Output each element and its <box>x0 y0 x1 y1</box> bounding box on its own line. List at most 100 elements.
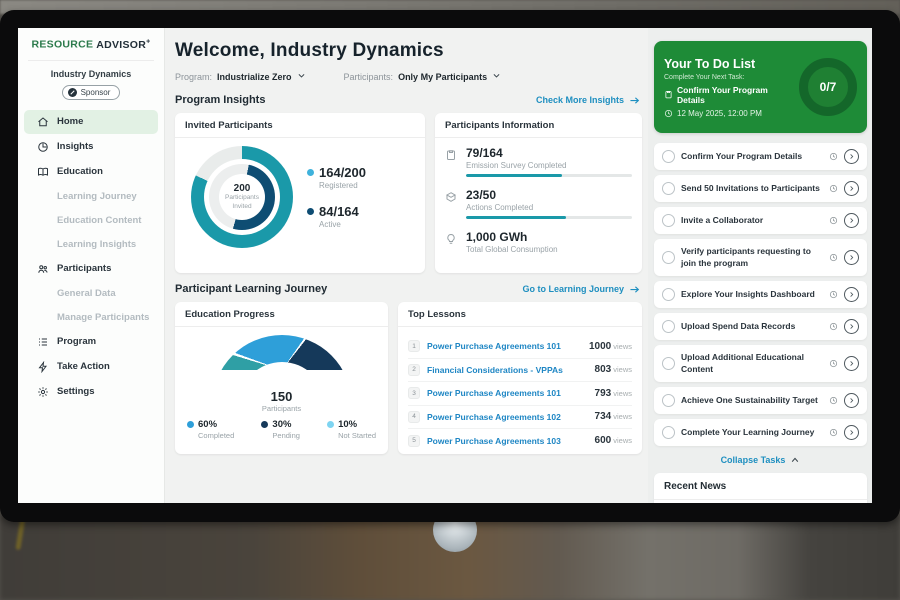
todo-checkbox[interactable] <box>662 426 675 439</box>
legend-label: Registered <box>319 181 358 190</box>
todo-item[interactable]: Send 50 Invitations to Participants <box>654 175 867 202</box>
lesson-row: 3 Power Purchase Agreements 101 793 views <box>408 382 632 406</box>
chevron-right-button[interactable] <box>844 287 859 302</box>
sidebar-item-insights[interactable]: Insights <box>24 135 158 159</box>
card-divider <box>654 499 867 500</box>
clipboard-icon <box>665 90 672 99</box>
go-to-learning-journey-link[interactable]: Go to Learning Journey <box>522 284 640 294</box>
clock-icon <box>829 253 838 262</box>
todo-item[interactable]: Verify participants requesting to join t… <box>654 239 867 276</box>
sidebar-item-label: Learning Journey <box>57 190 137 202</box>
participants-select[interactable]: Participants: Only My Participants <box>344 71 502 82</box>
todo-checkbox[interactable] <box>662 357 675 370</box>
todo-item[interactable]: Explore Your Insights Dashboard <box>654 281 867 308</box>
insights-icon <box>37 141 49 153</box>
card-divider <box>175 326 388 327</box>
chevron-right-button[interactable] <box>844 250 859 265</box>
todo-item-label: Explore Your Insights Dashboard <box>681 288 815 299</box>
participants-icon <box>37 263 49 275</box>
sidebar-item-education[interactable]: Education <box>24 160 158 184</box>
legend-completed: 60% Completed <box>187 419 234 440</box>
todo-checkbox[interactable] <box>662 214 675 227</box>
legend-value: 10% <box>338 419 358 430</box>
chevron-right-button[interactable] <box>844 213 859 228</box>
lesson-row: 1 Power Purchase Agreements 101 1000 view… <box>408 335 632 359</box>
check-more-insights-link[interactable]: Check More Insights <box>536 95 640 105</box>
sponsor-badge[interactable]: Sponsor <box>61 84 121 100</box>
bulb-icon <box>445 230 458 258</box>
chevron-right-button[interactable] <box>844 149 859 164</box>
todo-checkbox[interactable] <box>662 288 675 301</box>
lesson-views-count: 803 <box>594 364 612 376</box>
program-insights-heading: Program Insights <box>175 94 266 106</box>
lesson-link[interactable]: Power Purchase Agreements 103 <box>427 435 561 446</box>
chevron-right-button[interactable] <box>844 181 859 196</box>
sidebar-item-learning-insights[interactable]: Learning Insights <box>24 233 158 256</box>
collapse-tasks-link[interactable]: Collapse Tasks <box>654 453 867 467</box>
sidebar-item-take-action[interactable]: Take Action <box>24 355 158 379</box>
settings-icon <box>37 386 49 398</box>
todo-item[interactable]: Upload Additional Educational Content <box>654 345 867 382</box>
chevron-right-button[interactable] <box>844 393 859 408</box>
todo-item[interactable]: Upload Spend Data Records <box>654 313 867 340</box>
todo-item-label: Send 50 Invitations to Participants <box>681 182 820 193</box>
todo-checkbox[interactable] <box>662 320 675 333</box>
recent-news-heading: Recent News <box>664 481 727 492</box>
monitor-bezel: RESOURCE ADVISOR+ Industry Dynamics Spon… <box>0 10 900 522</box>
todo-item-label: Upload Spend Data Records <box>681 320 796 331</box>
todo-item[interactable]: Confirm Your Program Details <box>654 143 867 170</box>
clock-icon <box>664 109 673 117</box>
todo-panel: Your To Do List Complete Your Next Task:… <box>648 28 872 503</box>
program-select[interactable]: Program: Industrialize Zero <box>175 71 306 82</box>
sidebar-item-label: Take Action <box>57 361 110 372</box>
stat-global-consumption: 1,000 GWh Total Global Consumption <box>445 230 632 258</box>
legend-active: 84/164 Active <box>307 204 366 229</box>
todo-item[interactable]: Complete Your Learning Journey <box>654 419 867 446</box>
sidebar-item-home[interactable]: Home <box>24 109 158 134</box>
learning-cards-row: Education Progress 150 Participants 60% … <box>175 302 642 454</box>
sidebar-item-education-content[interactable]: Education Content <box>24 209 158 232</box>
stat-label: Actions Completed <box>466 203 534 212</box>
legend-pending: 30% Pending <box>261 419 300 440</box>
donut-outer-ring: 200 Participants Invited <box>191 146 293 248</box>
todo-next-task-label: Confirm Your Program Details <box>677 84 768 105</box>
chevron-right-button[interactable] <box>844 356 859 371</box>
todo-checkbox[interactable] <box>662 251 675 264</box>
chevron-right-button[interactable] <box>844 319 859 334</box>
sidebar-item-participants[interactable]: Participants <box>24 257 158 281</box>
todo-due: 12 May 2025, 12:00 PM <box>664 109 793 118</box>
invited-participants-card: Invited Participants 200 Participants In… <box>175 113 425 273</box>
sidebar-item-manage-participants[interactable]: Manage Participants <box>24 306 158 329</box>
lesson-link[interactable]: Power Purchase Agreements 101 <box>427 388 561 399</box>
legend-dot <box>307 208 314 215</box>
todo-progress-ring: 0/7 <box>799 58 857 116</box>
sidebar-item-label: Education Content <box>57 214 142 226</box>
stat-value: 1,000 GWh <box>466 230 528 244</box>
org-name: Industry Dynamics <box>50 68 132 79</box>
lesson-link[interactable]: Financial Considerations - VPPAs <box>427 364 563 375</box>
todo-checkbox[interactable] <box>662 394 675 407</box>
todo-item[interactable]: Invite a Collaborator <box>654 207 867 234</box>
lesson-link[interactable]: Power Purchase Agreements 102 <box>427 411 561 422</box>
lesson-views-label: views <box>613 365 632 375</box>
legend-value: 84/164 <box>319 204 359 219</box>
actions-icon <box>445 188 458 219</box>
sidebar-item-general-data[interactable]: General Data <box>24 282 158 305</box>
sidebar-item-learning-journey[interactable]: Learning Journey <box>24 185 158 208</box>
todo-checkbox[interactable] <box>662 182 675 195</box>
lesson-views-count: 600 <box>594 435 612 447</box>
top-lessons-card: Top Lessons 1 Power Purchase Agreements … <box>398 302 642 454</box>
todo-checkbox[interactable] <box>662 150 675 163</box>
sidebar-item-settings[interactable]: Settings <box>24 380 158 404</box>
donut-legend: 164/200 Registered 84/164 Active <box>307 165 366 229</box>
progress-bar <box>466 216 632 219</box>
stat-actions-completed: 23/50 Actions Completed <box>445 188 632 219</box>
sidebar-item-program[interactable]: Program <box>24 330 158 354</box>
clock-icon <box>829 152 838 161</box>
todo-item[interactable]: Achieve One Sustainability Target <box>654 387 867 414</box>
lesson-rank-badge: 1 <box>408 340 420 353</box>
chevron-down-icon <box>297 71 306 82</box>
chevron-right-button[interactable] <box>844 425 859 440</box>
lesson-link[interactable]: Power Purchase Agreements 101 <box>427 341 561 352</box>
app-logo: RESOURCE ADVISOR+ <box>18 38 164 51</box>
